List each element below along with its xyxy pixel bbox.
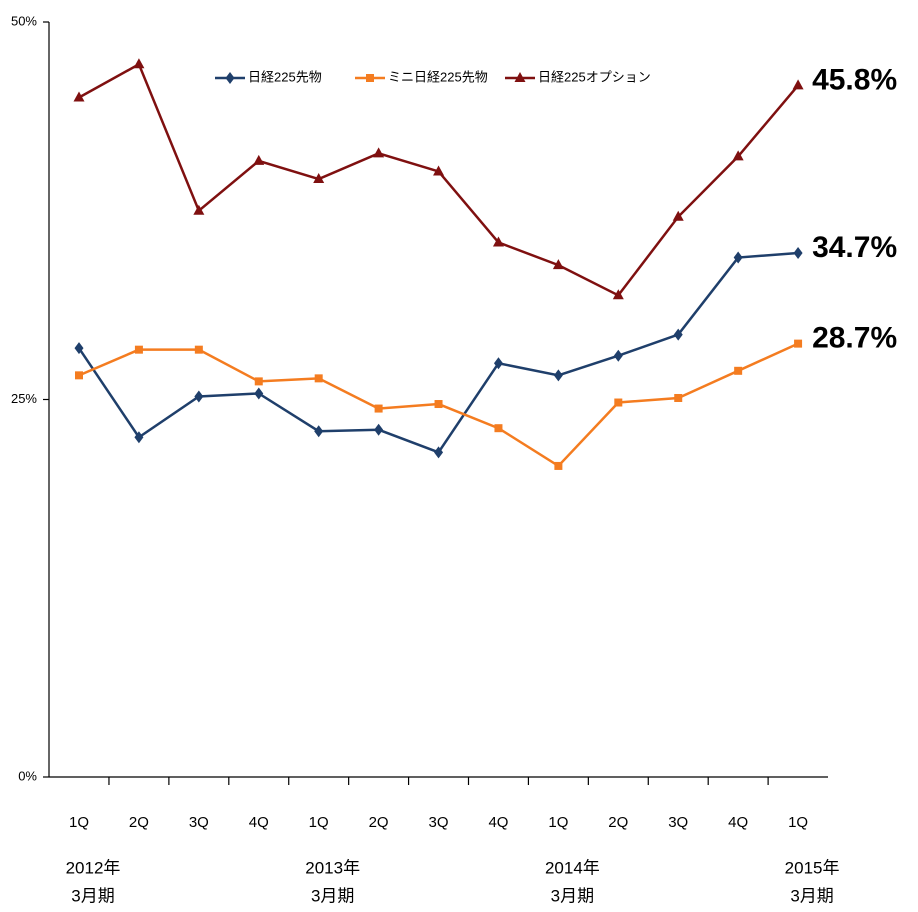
marker — [613, 349, 623, 362]
legend-label: 日経225オプション — [538, 69, 651, 84]
legend-label: ミニ日経225先物 — [388, 69, 488, 84]
marker — [74, 342, 84, 355]
x-tick-label: 1Q — [309, 814, 329, 831]
group-label: 2013年 — [305, 858, 360, 877]
marker — [374, 423, 384, 436]
marker — [133, 58, 145, 69]
marker — [674, 393, 683, 402]
marker — [314, 425, 324, 438]
x-tick-label: 2Q — [369, 814, 389, 831]
legend-marker — [366, 74, 374, 82]
marker — [374, 404, 383, 413]
marker — [793, 247, 803, 260]
group-label: 3月期 — [71, 886, 114, 905]
value-label: 28.7% — [812, 322, 897, 355]
value-label: 34.7% — [812, 231, 897, 264]
series-line — [77, 251, 799, 454]
marker — [434, 446, 444, 459]
marker — [75, 371, 83, 380]
marker — [673, 328, 683, 341]
x-tick-label: 3Q — [668, 814, 688, 831]
marker — [733, 251, 743, 264]
marker — [254, 387, 264, 400]
marker — [672, 210, 684, 221]
x-tick-label: 3Q — [189, 814, 209, 831]
x-tick-label: 4Q — [249, 814, 269, 831]
marker — [492, 236, 504, 247]
group-label: 2014年 — [545, 858, 600, 877]
x-tick-label: 1Q — [548, 814, 568, 831]
legend-marker — [514, 72, 526, 82]
y-tick-label: 0% — [18, 768, 37, 783]
marker — [434, 400, 443, 409]
marker — [313, 173, 325, 184]
group-label: 2015年 — [785, 858, 840, 877]
marker — [194, 390, 204, 403]
x-tick-label: 1Q — [788, 814, 808, 831]
group-label: 3月期 — [311, 886, 354, 905]
value-label: 45.8% — [812, 63, 897, 96]
marker — [433, 165, 445, 176]
x-tick-label: 4Q — [488, 814, 508, 831]
x-tick-label: 1Q — [69, 814, 89, 831]
marker — [732, 150, 744, 161]
marker — [493, 357, 503, 370]
x-tick-label: 4Q — [728, 814, 748, 831]
marker — [194, 345, 203, 354]
marker — [612, 289, 624, 300]
marker — [373, 147, 385, 158]
marker — [554, 461, 563, 470]
x-tick-label: 2Q — [129, 814, 149, 831]
x-tick-label: 3Q — [429, 814, 449, 831]
series-line — [78, 62, 800, 297]
marker — [193, 204, 205, 215]
y-tick-label: 50% — [11, 13, 37, 28]
marker — [254, 377, 263, 386]
marker — [134, 345, 143, 354]
marker — [734, 366, 743, 375]
marker — [134, 431, 144, 444]
marker — [552, 259, 564, 270]
group-label: 2012年 — [66, 858, 121, 877]
marker — [553, 369, 563, 382]
marker — [614, 398, 623, 407]
marker — [792, 79, 804, 90]
group-label: 3月期 — [790, 886, 833, 905]
legend-marker — [225, 72, 235, 84]
marker — [73, 91, 85, 102]
marker — [794, 339, 803, 348]
marker — [253, 154, 265, 165]
x-tick-label: 2Q — [608, 814, 628, 831]
marker — [494, 424, 503, 433]
y-tick-label: 25% — [11, 391, 37, 406]
marker — [314, 374, 323, 383]
group-label: 3月期 — [551, 886, 594, 905]
legend-label: 日経225先物 — [248, 69, 322, 84]
